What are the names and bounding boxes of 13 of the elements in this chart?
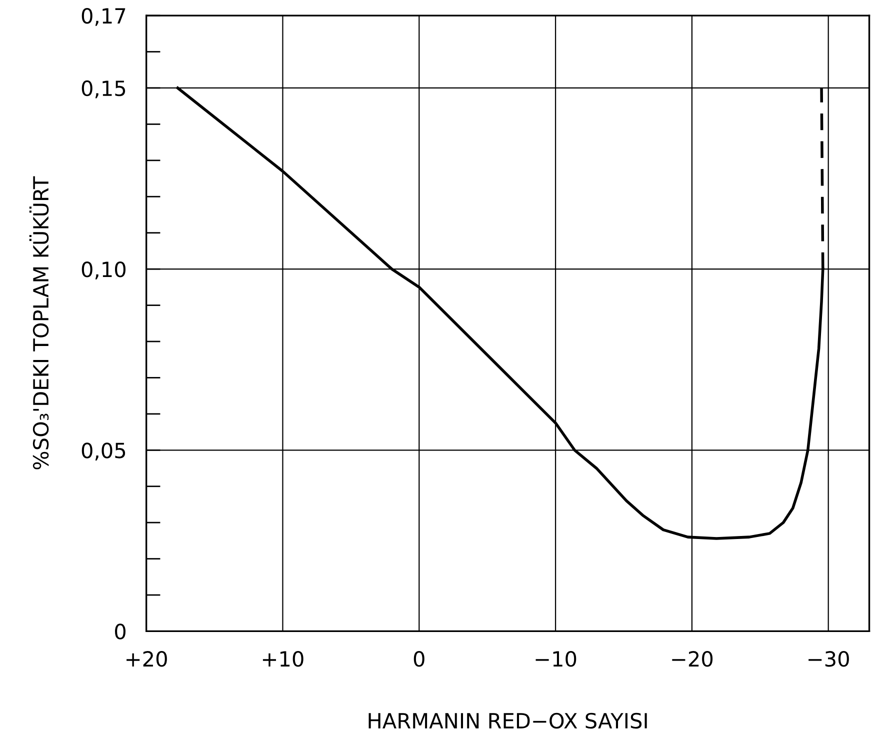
x-tick-label: −20 — [672, 651, 713, 667]
x-tick-label: +20 — [126, 651, 167, 667]
y-tick-label: 0,05 — [82, 442, 126, 460]
y-tick-label: 0,17 — [82, 8, 126, 26]
x-axis-title: HARMANIN RED−OX SAYISI — [368, 712, 647, 729]
y-axis-title: %SO₃'DEKI TOPLAM KÜKÜRT — [29, 176, 49, 470]
x-tick-label: −30 — [808, 651, 849, 667]
y-tick-label: 0,10 — [82, 262, 126, 280]
x-tick-label: +10 — [262, 651, 304, 667]
x-tick-label: 0 — [414, 651, 424, 667]
x-tick-label: −10 — [536, 651, 576, 667]
y-tick-label: 0 — [115, 624, 126, 640]
y-tick-label: 0,15 — [82, 80, 126, 98]
